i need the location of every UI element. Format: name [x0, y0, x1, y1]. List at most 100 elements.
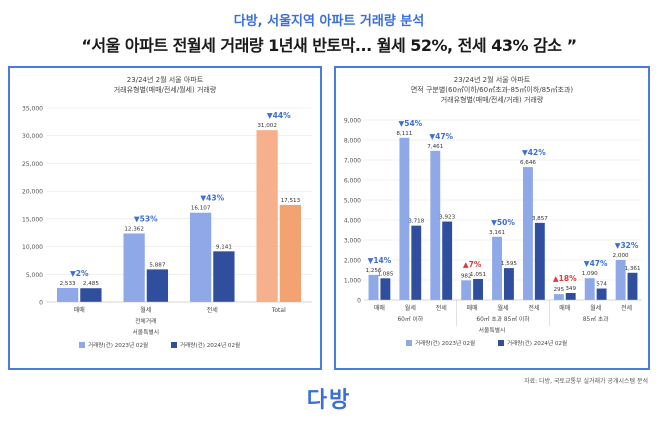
x-tick-label: Total — [271, 307, 286, 314]
bar-2023 — [584, 278, 595, 300]
y-tick-label: 8,000 — [344, 138, 361, 145]
bar-value-label: 31,002 — [257, 123, 277, 129]
bar-2024 — [380, 278, 391, 300]
group-label: 85㎡ 초과 — [583, 315, 609, 323]
bar-value-label: 1,085 — [377, 271, 393, 277]
legend-label: 거래량(건) 2024년 02월 — [180, 341, 240, 349]
bar-value-label: 3,161 — [489, 230, 505, 236]
bar-value-label: 574 — [596, 282, 607, 288]
x-tick-label: 매매 — [374, 304, 385, 312]
x-tick-label: 매매 — [467, 304, 478, 312]
bar-value-label: 5,887 — [149, 262, 165, 268]
legend-swatch — [79, 342, 85, 348]
y-tick-label: 25,000 — [22, 161, 43, 168]
bar-2023 — [189, 212, 212, 302]
bar-2024 — [627, 272, 638, 300]
source-note: 자료: 다방, 국토교통부 실거래가 공개시스템 분석 — [524, 378, 648, 385]
y-tick-label: 0 — [357, 298, 361, 305]
bar-2024 — [279, 204, 302, 302]
bar-value-label: 2,533 — [60, 281, 76, 287]
bar-value-label: 6,646 — [520, 160, 536, 166]
bar-2023 — [523, 167, 533, 300]
bar-2023 — [492, 236, 502, 300]
change-label: ▼47% — [584, 259, 608, 268]
legend-swatch — [406, 340, 412, 346]
bar-value-label: 982 — [461, 273, 472, 279]
chart-title: 23/24년 2월 서울 아파트 — [454, 75, 531, 84]
bar-2023 — [56, 287, 79, 302]
y-tick-label: 10,000 — [22, 244, 43, 251]
change-label: ▲18% — [553, 274, 577, 283]
chart-subtitle-2: 거래유형별(매매/전세/거래) 거래량 — [441, 95, 544, 104]
bar-value-label: 2,485 — [83, 281, 99, 287]
y-tick-label: 7,000 — [344, 158, 361, 165]
change-label: ▲7% — [463, 260, 482, 269]
bar-value-label: 349 — [565, 286, 576, 292]
change-label: ▼47% — [429, 132, 453, 141]
chart-subtitle: 거래유형별(매매/전세/월세) 거래량 — [114, 85, 217, 94]
change-label: ▼42% — [522, 148, 546, 157]
x-tick-label: 월세 — [590, 304, 601, 312]
change-label: ▼53% — [134, 214, 158, 223]
x-tick-label: 전세 — [436, 304, 447, 312]
y-tick-label: 35,000 — [22, 106, 43, 113]
legend-label: 거래량(건) 2024년 02월 — [507, 339, 567, 347]
change-label: ▼50% — [491, 218, 515, 227]
bar-2024 — [565, 293, 576, 300]
bar-value-label: 9,141 — [216, 244, 232, 250]
bar-2024 — [213, 251, 235, 302]
bar-2023 — [461, 280, 472, 300]
change-label: ▼43% — [200, 194, 224, 203]
bar-2023 — [399, 137, 410, 300]
change-label: ▼32% — [615, 241, 639, 250]
bar-value-label: 1,051 — [470, 272, 486, 278]
bar-2024 — [146, 269, 169, 302]
y-tick-label: 1,000 — [344, 278, 361, 285]
change-label: ▼54% — [398, 119, 422, 128]
y-tick-label: 5,000 — [26, 272, 43, 279]
chart-panel-area: 23/24년 2월 서울 아파트 면적 구분별(60㎡이하/60㎡초과-85㎡이하… — [334, 66, 650, 370]
change-label: ▼44% — [267, 111, 291, 120]
legend-swatch — [498, 340, 504, 346]
x-tick-label: 전세 — [207, 306, 218, 314]
bar-2024 — [411, 225, 422, 300]
group-label: 60㎡ 이하 — [397, 315, 423, 323]
bar-2023 — [430, 150, 441, 300]
y-tick-label: 9,000 — [344, 118, 361, 125]
bar-2023 — [553, 294, 564, 300]
change-label: ▼2% — [70, 269, 89, 278]
bar-value-label: 16,107 — [191, 206, 211, 212]
bar-value-label: 1,361 — [624, 266, 640, 272]
y-tick-label: 0 — [39, 300, 43, 307]
x-tick-label: 월세 — [405, 304, 416, 312]
bar-value-label: 7,461 — [427, 144, 443, 150]
legend-label: 거래량(건) 2023년 02월 — [88, 341, 148, 349]
x-tick-label: 전세 — [621, 304, 632, 312]
header-main-title: “서울 아파트 전월세 거래량 1년새 반토막... 월세 52%, 전세 43… — [81, 36, 577, 55]
chart-subtitle: 면적 구분별(60㎡이하/60㎡초과-85㎡이하/85㎡초과) — [411, 85, 574, 94]
y-tick-label: 6,000 — [344, 178, 361, 185]
bar-2024 — [442, 221, 453, 300]
region-label: 서울특별시 — [479, 326, 506, 334]
y-tick-label: 15,000 — [22, 216, 43, 223]
x-tick-label: 매매 — [74, 306, 85, 314]
dabang-logo: 다방 — [306, 388, 352, 413]
bar-value-label: 295 — [553, 287, 564, 293]
bar-2023 — [368, 274, 379, 300]
bar-value-label: 3,923 — [439, 215, 455, 221]
x-tick-label: 월세 — [140, 306, 151, 314]
bar-2023 — [123, 233, 145, 302]
bar-2024 — [80, 288, 102, 302]
y-tick-label: 30,000 — [22, 133, 43, 140]
chart-panel-total: 23/24년 2월 서울 아파트 거래유형별(매매/전세/월세) 거래량 0 5,00… — [8, 66, 322, 370]
bar-value-label: 8,111 — [396, 131, 412, 137]
legend-label: 거래량(건) 2023년 02월 — [415, 339, 475, 347]
bar-2023 — [256, 130, 278, 302]
x-tick-label: 매매 — [559, 304, 570, 312]
bar-2023 — [615, 260, 626, 300]
bar-value-label: 1,256 — [365, 268, 381, 274]
bar-2024 — [504, 268, 514, 300]
x-tick-label: 월세 — [497, 304, 508, 312]
